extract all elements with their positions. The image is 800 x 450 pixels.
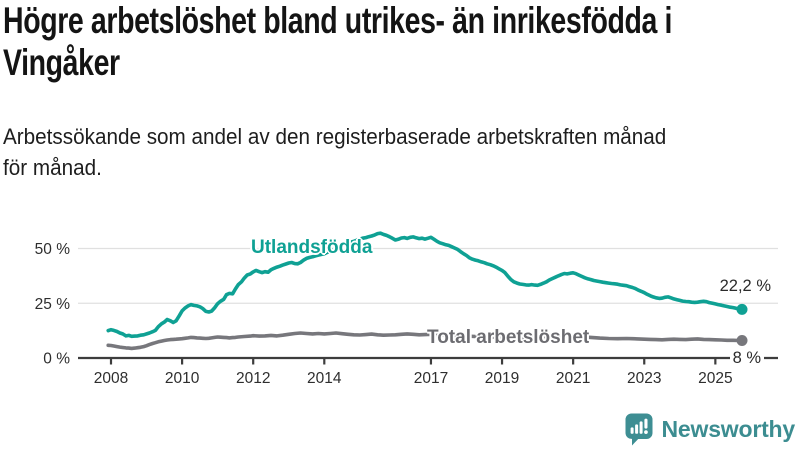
x-tick-label: 2010 <box>165 370 200 387</box>
series-label-utlandsfodda: Utlandsfödda <box>251 237 373 258</box>
newsworthy-logo[interactable]: Newsworthy <box>625 413 795 446</box>
y-tick-label: 25 % <box>35 296 71 313</box>
x-tick-label: 2017 <box>414 370 448 387</box>
y-tick-label: 0 % <box>43 351 70 368</box>
series-line-1 <box>106 331 744 351</box>
end-value-total: 8 % <box>729 349 764 368</box>
page-title: Högre arbetslöshet bland utrikes- än inr… <box>3 0 800 84</box>
bar-chart-bubble-icon <box>625 413 653 446</box>
x-tick-label: 2014 <box>307 370 342 387</box>
x-tick-label: 2025 <box>698 370 732 387</box>
x-tick-label: 2008 <box>94 370 128 387</box>
x-tick-label: 2021 <box>556 370 590 387</box>
series-end-dot-0 <box>736 303 748 315</box>
title-line-2: Vingåker <box>3 42 120 83</box>
chart-subtitle: Arbetssökande som andel av den registerb… <box>3 121 800 183</box>
brand-name: Newsworthy <box>661 416 796 442</box>
end-value-utlandsfodda: 22,2 % <box>719 277 771 295</box>
x-tick-label: 2012 <box>236 370 270 387</box>
title-line-1: Högre arbetslöshet bland utrikes- än inr… <box>3 0 673 41</box>
x-tick-label: 2019 <box>485 370 519 387</box>
y-tick-label: 50 % <box>35 241 71 258</box>
subtitle-line-1: Arbetssökande som andel av den registerb… <box>3 124 667 149</box>
series-line-0 <box>106 231 744 339</box>
subtitle-line-2: för månad. <box>3 155 102 180</box>
series-label-total-arbetsloshet: Total arbetslöshet <box>427 327 590 348</box>
series-end-dot-1 <box>736 335 748 346</box>
x-tick-label: 2023 <box>627 370 661 387</box>
